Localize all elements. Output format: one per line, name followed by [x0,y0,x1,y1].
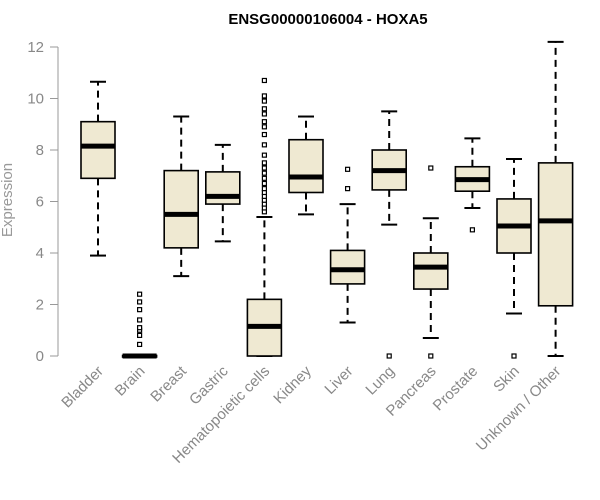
outlier-point [261,142,267,148]
box-group [412,165,449,359]
box [80,120,116,180]
x-tick-label: Liver [321,363,356,398]
y-tick-label: 2 [36,297,44,314]
outlier-point [261,152,267,158]
outlier-point [261,119,267,125]
outlier-point [261,93,267,99]
outlier-point [137,291,143,297]
outlier-point [261,131,267,138]
box-group [80,80,116,257]
box-group [329,166,366,324]
y-tick-label: 8 [36,142,44,159]
y-tick-label: 10 [27,91,44,108]
x-tick-label: Kidney [270,362,315,407]
chart-title: ENSG00000106004 - HOXA5 [228,11,427,28]
outlier-point [261,106,267,112]
outlier-point [261,98,267,104]
box-group [246,77,283,357]
outlier-point [137,332,143,338]
outlier-point [428,353,434,359]
outlier-point [137,317,143,323]
outlier-point [261,170,267,176]
outlier-point [345,166,351,172]
outlier-point [261,111,267,117]
outlier-point [345,186,351,192]
outlier-point [137,325,143,331]
outlier-point [261,160,267,166]
box-group [371,110,408,359]
x-tick-label: Brain [112,363,149,400]
box [163,169,199,249]
box-group [496,158,532,359]
box [537,162,574,307]
x-tick-label: Bladder [58,363,107,412]
x-tick-label: Breast [147,362,190,405]
y-tick-label: 0 [36,348,44,365]
outlier-point [261,180,267,187]
outlier-point [261,77,267,84]
outlier-point [261,186,267,192]
outlier-point [428,165,434,171]
outlier-point [137,307,143,313]
box-group [121,291,158,359]
outlier-point [137,299,143,305]
box [329,249,366,285]
box [288,138,324,194]
box-group [163,115,199,278]
box [205,171,241,205]
boxes [80,40,574,359]
box-group [288,115,324,216]
y-axis: 0 2 4 6 8 10 12 [27,39,59,365]
box-group [537,40,574,357]
outlier-point [261,175,267,181]
y-tick-label: 4 [36,245,44,262]
outlier-point [261,165,267,171]
box [412,252,449,290]
y-tick-label: 6 [36,194,44,211]
y-tick-label: 12 [27,39,44,56]
y-axis-title: Expression [0,163,16,237]
outlier-point [261,124,267,130]
outlier-point [137,341,143,348]
outlier-point [386,353,392,359]
x-tick-label: Lung [362,363,398,399]
box-group [454,137,491,233]
box-group [205,143,241,243]
outlier-point [469,227,475,233]
x-tick-label: Prostate [430,363,482,415]
x-tick-label: Skin [490,363,523,396]
outlier-point [511,353,517,359]
